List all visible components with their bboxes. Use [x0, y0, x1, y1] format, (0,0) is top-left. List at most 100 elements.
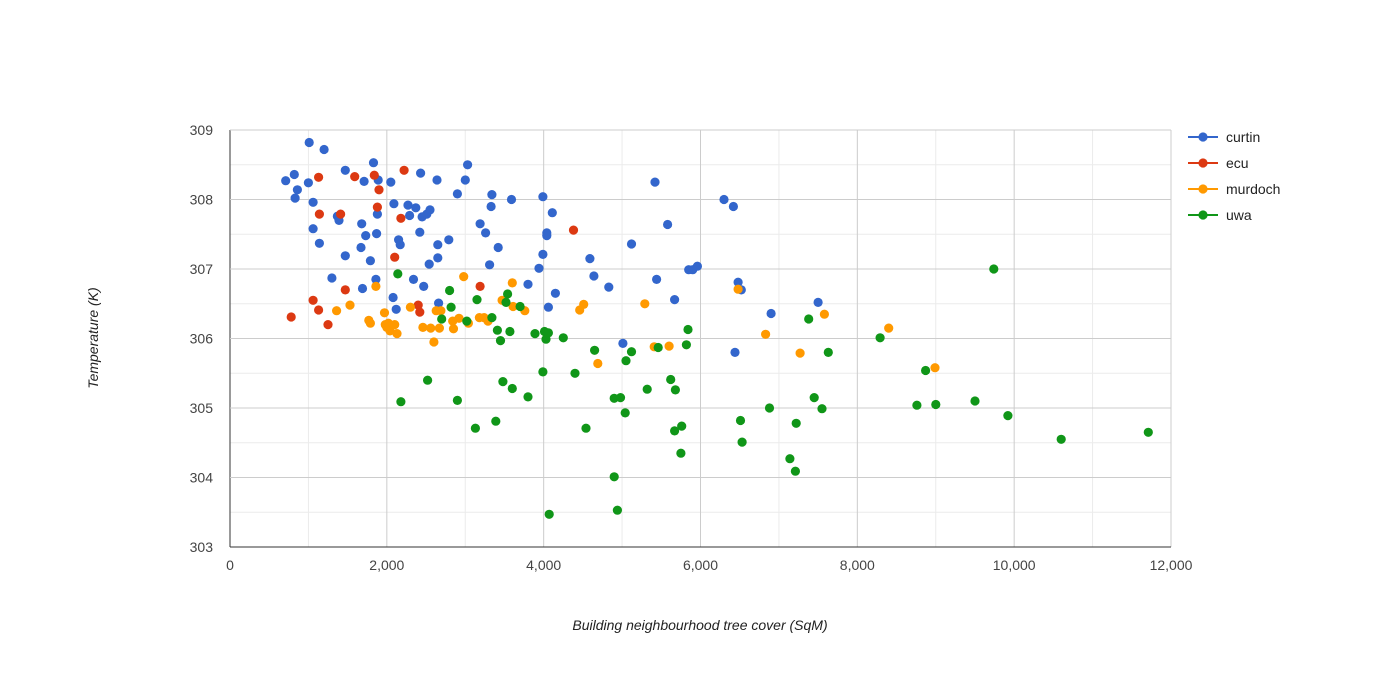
- data-point-curtin[interactable]: [487, 190, 497, 200]
- data-point-murdoch[interactable]: [429, 337, 439, 347]
- data-point-curtin[interactable]: [281, 176, 291, 186]
- data-point-curtin[interactable]: [626, 239, 637, 249]
- data-point-ecu[interactable]: [396, 213, 406, 223]
- data-point-uwa[interactable]: [875, 333, 885, 343]
- data-point-ecu[interactable]: [568, 225, 579, 235]
- data-point-uwa[interactable]: [666, 374, 676, 385]
- data-point-murdoch[interactable]: [454, 313, 464, 323]
- data-point-curtin[interactable]: [538, 249, 548, 259]
- data-point-uwa[interactable]: [495, 336, 506, 346]
- data-point-curtin[interactable]: [303, 178, 313, 188]
- data-point-murdoch[interactable]: [459, 272, 469, 282]
- data-point-curtin[interactable]: [663, 219, 673, 230]
- data-point-curtin[interactable]: [444, 235, 454, 245]
- data-point-murdoch[interactable]: [418, 322, 428, 332]
- data-point-curtin[interactable]: [485, 260, 495, 270]
- data-point-curtin[interactable]: [452, 189, 462, 199]
- data-point-curtin[interactable]: [424, 259, 434, 269]
- data-point-uwa[interactable]: [670, 385, 681, 395]
- data-point-uwa[interactable]: [515, 301, 525, 312]
- data-point-curtin[interactable]: [372, 229, 382, 239]
- data-point-murdoch[interactable]: [392, 329, 402, 339]
- data-point-uwa[interactable]: [642, 384, 652, 394]
- data-point-curtin[interactable]: [388, 292, 398, 303]
- data-point-uwa[interactable]: [470, 423, 480, 433]
- data-point-murdoch[interactable]: [385, 326, 395, 336]
- data-point-uwa[interactable]: [809, 393, 819, 403]
- data-point-curtin[interactable]: [425, 205, 435, 215]
- data-point-curtin[interactable]: [357, 219, 367, 229]
- data-point-uwa[interactable]: [503, 289, 513, 299]
- legend-item-murdoch[interactable]: murdoch: [1188, 181, 1280, 197]
- data-point-ecu[interactable]: [475, 281, 485, 291]
- data-point-uwa[interactable]: [491, 416, 501, 426]
- data-point-curtin[interactable]: [618, 338, 628, 348]
- data-point-curtin[interactable]: [356, 242, 366, 253]
- data-point-curtin[interactable]: [292, 185, 302, 195]
- data-point-murdoch[interactable]: [379, 308, 390, 318]
- data-point-ecu[interactable]: [314, 209, 324, 219]
- data-point-uwa[interactable]: [393, 269, 403, 279]
- data-point-uwa[interactable]: [931, 399, 941, 410]
- data-point-curtin[interactable]: [719, 194, 729, 205]
- data-point-curtin[interactable]: [481, 228, 491, 238]
- data-point-ecu[interactable]: [374, 185, 384, 195]
- data-point-uwa[interactable]: [462, 316, 472, 326]
- data-point-curtin[interactable]: [692, 261, 703, 271]
- data-point-murdoch[interactable]: [761, 329, 771, 339]
- data-point-murdoch[interactable]: [345, 300, 355, 310]
- data-point-curtin[interactable]: [371, 274, 381, 284]
- data-point-murdoch[interactable]: [664, 341, 674, 351]
- data-point-uwa[interactable]: [912, 400, 922, 410]
- data-point-curtin[interactable]: [314, 238, 324, 248]
- legend-item-ecu[interactable]: ecu: [1188, 155, 1249, 171]
- data-point-curtin[interactable]: [733, 277, 743, 287]
- data-point-ecu[interactable]: [415, 307, 425, 317]
- data-point-uwa[interactable]: [970, 396, 980, 406]
- data-point-uwa[interactable]: [790, 466, 801, 476]
- data-point-curtin[interactable]: [547, 208, 557, 218]
- data-point-uwa[interactable]: [677, 421, 687, 431]
- data-point-curtin[interactable]: [432, 175, 442, 185]
- data-point-murdoch[interactable]: [930, 363, 940, 373]
- data-point-uwa[interactable]: [543, 328, 554, 338]
- data-point-uwa[interactable]: [681, 340, 692, 350]
- data-point-murdoch[interactable]: [819, 309, 830, 319]
- data-point-murdoch[interactable]: [365, 318, 375, 328]
- data-point-curtin[interactable]: [542, 231, 552, 241]
- data-point-curtin[interactable]: [357, 283, 368, 294]
- data-point-ecu[interactable]: [286, 312, 296, 322]
- data-point-uwa[interactable]: [676, 448, 686, 458]
- data-point-ecu[interactable]: [369, 170, 379, 180]
- data-point-uwa[interactable]: [1003, 411, 1013, 421]
- data-point-murdoch[interactable]: [795, 348, 805, 358]
- data-point-murdoch[interactable]: [434, 323, 444, 333]
- data-point-ecu[interactable]: [336, 209, 346, 219]
- data-point-curtin[interactable]: [585, 254, 595, 264]
- data-point-uwa[interactable]: [396, 397, 406, 407]
- data-point-curtin[interactable]: [361, 231, 371, 241]
- data-point-curtin[interactable]: [389, 199, 399, 209]
- data-point-curtin[interactable]: [340, 165, 350, 175]
- data-point-curtin[interactable]: [319, 144, 329, 155]
- data-point-murdoch[interactable]: [884, 323, 894, 333]
- data-point-curtin[interactable]: [813, 297, 823, 307]
- data-point-curtin[interactable]: [419, 281, 429, 291]
- data-point-uwa[interactable]: [446, 302, 456, 312]
- data-point-ecu[interactable]: [390, 252, 400, 262]
- data-point-uwa[interactable]: [498, 377, 508, 387]
- data-point-curtin[interactable]: [433, 240, 443, 250]
- data-point-ecu[interactable]: [314, 305, 324, 315]
- data-point-curtin[interactable]: [408, 274, 419, 284]
- data-point-uwa[interactable]: [423, 375, 433, 385]
- data-point-uwa[interactable]: [620, 408, 630, 418]
- data-point-curtin[interactable]: [391, 304, 401, 314]
- data-point-curtin[interactable]: [486, 201, 496, 212]
- data-point-uwa[interactable]: [670, 426, 680, 436]
- data-point-curtin[interactable]: [415, 227, 425, 237]
- data-point-curtin[interactable]: [411, 203, 421, 213]
- data-point-murdoch[interactable]: [733, 284, 743, 294]
- data-point-uwa[interactable]: [1056, 434, 1066, 444]
- data-point-curtin[interactable]: [589, 271, 599, 281]
- data-point-murdoch[interactable]: [371, 281, 381, 291]
